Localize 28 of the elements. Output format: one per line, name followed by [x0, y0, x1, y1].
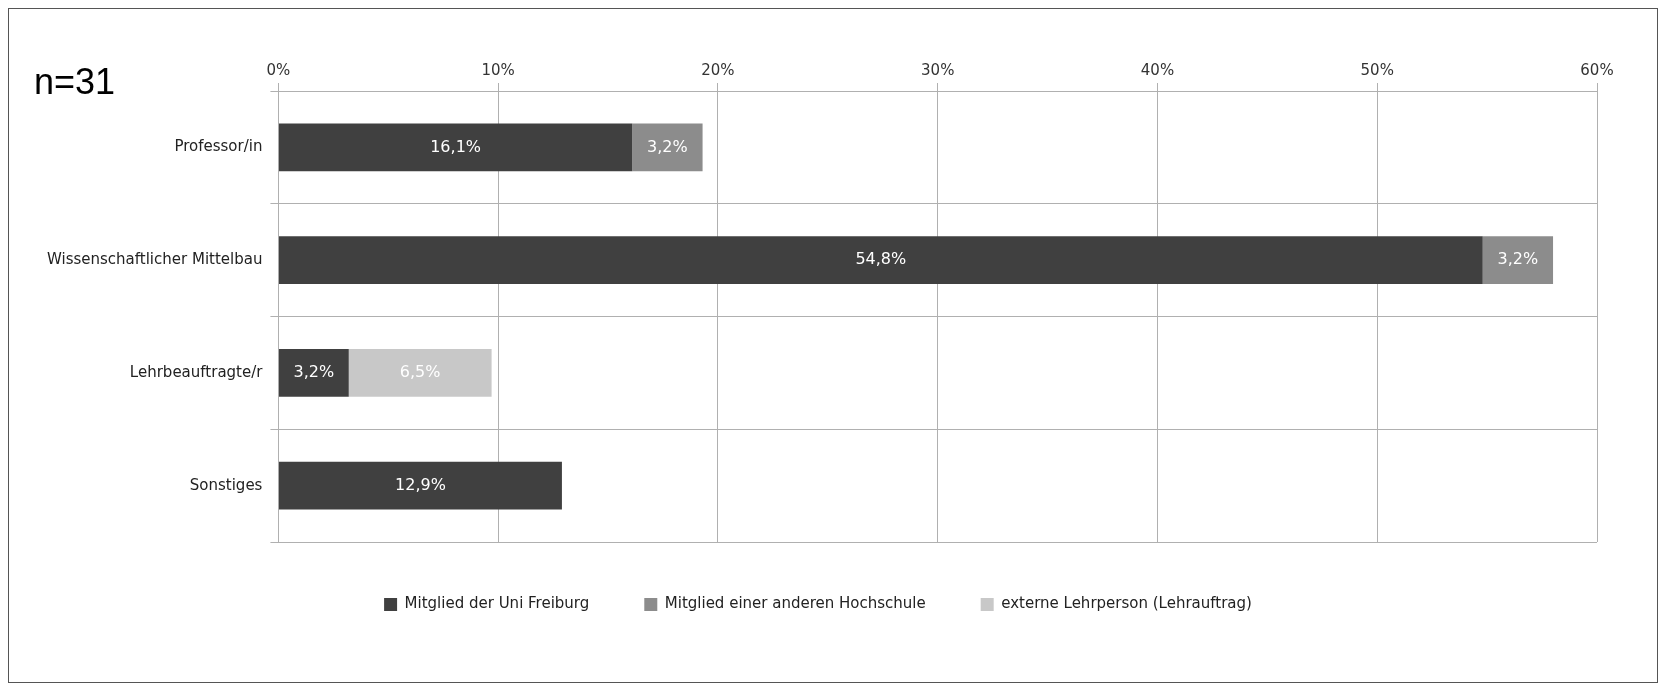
y-tick-label: Wissenschaftlicher Mittelbau	[47, 250, 263, 269]
x-tick-label: 40%	[1140, 60, 1175, 79]
x-tick-label: 20%	[701, 60, 735, 79]
text: n=31	[34, 60, 116, 102]
legend-label: externe Lehrperson (Lehrauftrag)	[1001, 594, 1252, 613]
data-label: 3,2%	[1497, 249, 1539, 269]
data-label: 12,9%	[395, 474, 446, 494]
data-label: 3,2%	[647, 136, 688, 156]
bar	[278, 348, 349, 397]
bar	[278, 123, 633, 172]
x-tick-label: 50%	[1360, 60, 1394, 79]
y-tick-label: Lehrbeauftragte/r	[129, 362, 264, 381]
bar	[1482, 236, 1554, 285]
legend-label: Mitglied der Uni Freiburg	[404, 594, 590, 613]
x-tick-label: 0%	[266, 60, 291, 79]
x-tick-label: 10%	[481, 60, 515, 79]
bar	[278, 236, 1483, 285]
data-label: 16,1%	[430, 136, 482, 156]
x-tick-label: 60%	[1580, 60, 1614, 79]
y-tick-label: Sonstiges	[189, 475, 263, 494]
bar	[632, 123, 703, 172]
legend-label: Mitglied einer anderen Hochschule	[664, 594, 926, 613]
bar	[348, 348, 492, 397]
bar	[278, 461, 562, 510]
y-tick-label: Professor/in	[174, 137, 263, 156]
data-label: 3,2%	[293, 362, 335, 382]
data-label: 54,8%	[855, 249, 907, 269]
x-tick-label: 30%	[921, 60, 955, 79]
